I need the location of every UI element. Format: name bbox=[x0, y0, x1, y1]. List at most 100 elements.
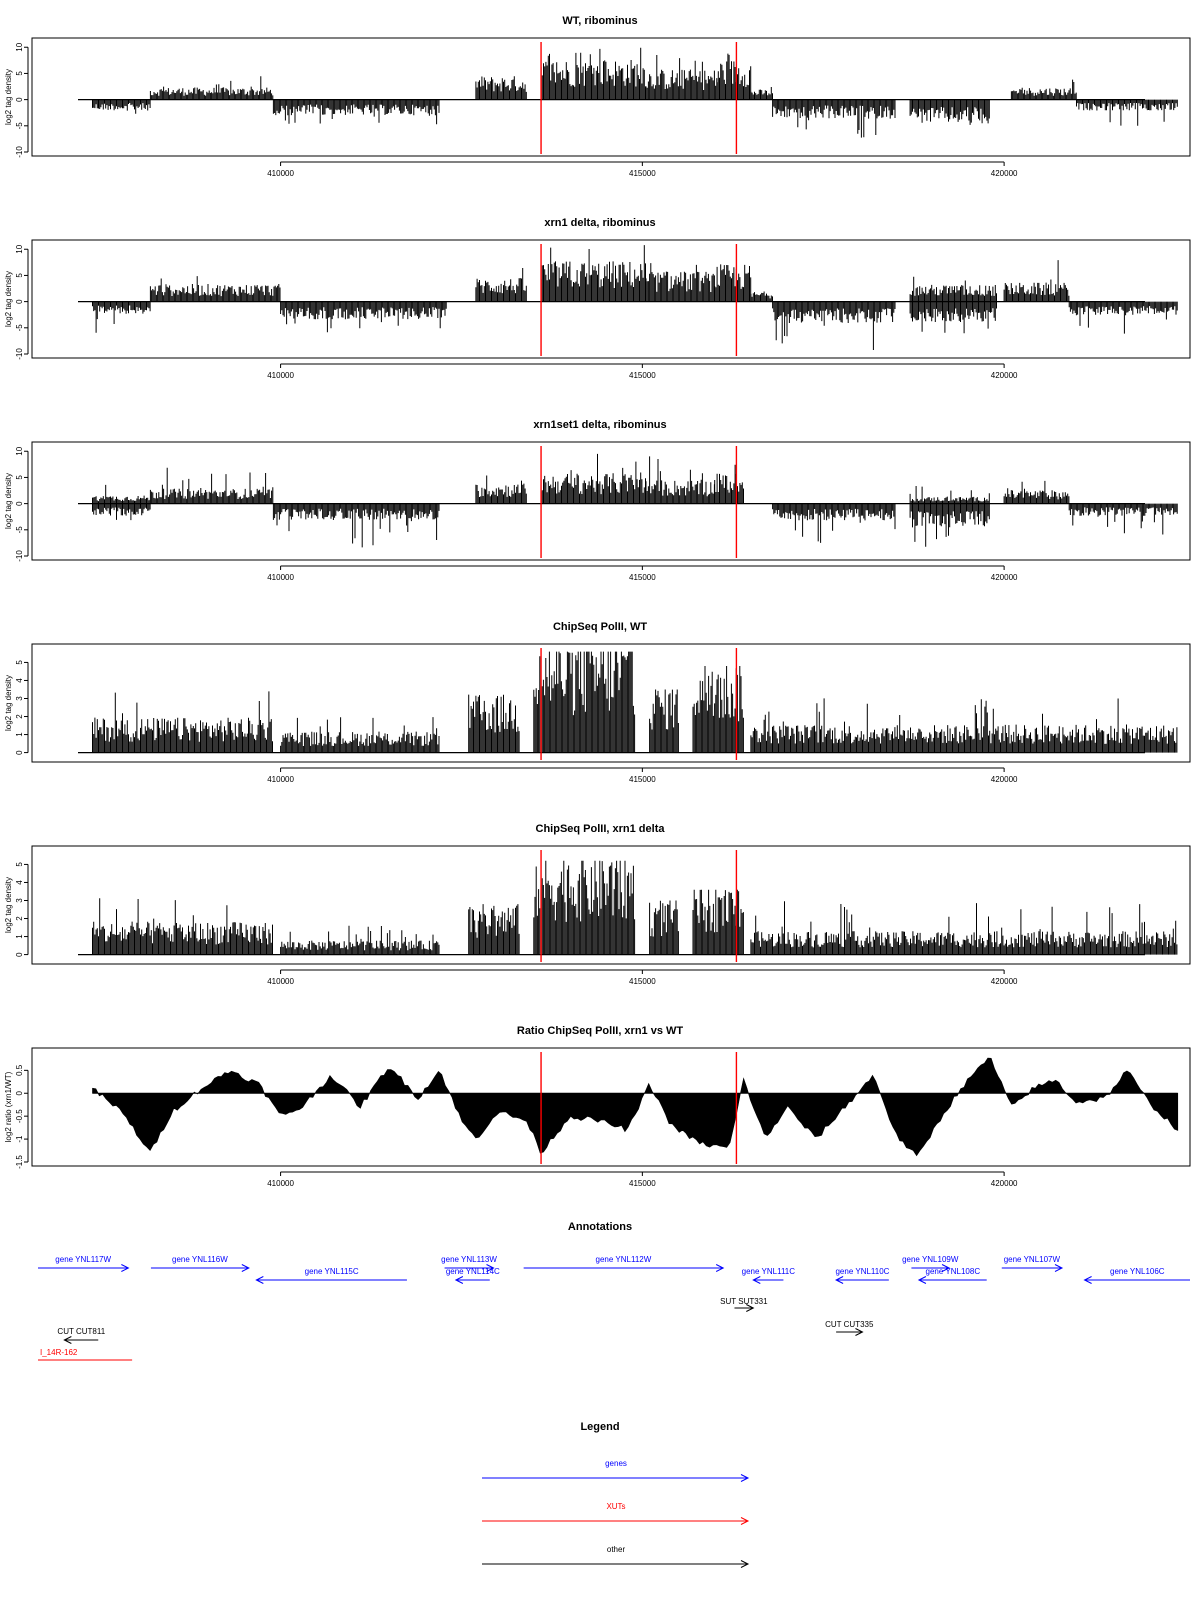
ratio-area bbox=[92, 1057, 1179, 1157]
y-axis: 0 1 2 3 4 5 log2 tag density bbox=[4, 862, 29, 957]
legend-title: Legend bbox=[580, 1421, 619, 1433]
x-tick-label: 415000 bbox=[629, 371, 656, 380]
panel-3: xrn1set1 delta, ribominus -10 -5 0 5 10 log2 t… bbox=[4, 419, 1191, 582]
panel-title: xrn1 delta, ribominus bbox=[544, 217, 655, 229]
y-tick-label: 0 bbox=[15, 1090, 24, 1095]
y-tick-label: 4 bbox=[15, 880, 24, 885]
feature-i-14r-162[interactable]: I_14R-162 bbox=[38, 1348, 133, 1361]
signal-segment bbox=[540, 453, 646, 504]
x-axis: 410000 415000 420000 bbox=[267, 363, 1018, 380]
y-axis-label: log2 tag density bbox=[4, 473, 13, 529]
feature-gene-ynl113w[interactable]: gene YNL113W bbox=[441, 1255, 497, 1272]
feature-arrowhead bbox=[855, 1328, 864, 1336]
y-tick-label: 3 bbox=[15, 696, 24, 701]
x-axis: 410000 415000 420000 bbox=[267, 161, 1018, 178]
signal-segment bbox=[750, 87, 773, 100]
signal-segment bbox=[750, 291, 773, 302]
legend-item-genes: genes bbox=[482, 1459, 750, 1482]
y-tick-label: 5 bbox=[15, 71, 24, 76]
signal-segment bbox=[149, 276, 281, 302]
signal-segment bbox=[475, 475, 527, 504]
signal-segment bbox=[1003, 480, 1070, 504]
x-axis: 410000 415000 420000 bbox=[267, 1171, 1018, 1188]
y-tick-label: 0 bbox=[15, 952, 24, 957]
x-axis: 410000 415000 420000 bbox=[267, 969, 1018, 986]
signal-segment bbox=[909, 276, 997, 302]
feature-cut-cut335[interactable]: CUT CUT335 bbox=[825, 1320, 874, 1336]
plot-frame bbox=[31, 441, 1191, 561]
feature-gene-ynl115c[interactable]: gene YNL115C bbox=[255, 1267, 407, 1284]
feature-label: SUT SUT331 bbox=[720, 1297, 768, 1306]
feature-gene-ynl107w[interactable]: gene YNL107W bbox=[1001, 1255, 1064, 1272]
x-tick-label: 420000 bbox=[991, 573, 1018, 582]
signal-segment bbox=[692, 666, 744, 753]
y-tick-label: 0 bbox=[15, 299, 24, 304]
y-tick-label: 10 bbox=[15, 42, 24, 51]
signal-series bbox=[78, 47, 1178, 138]
signal-segment bbox=[717, 53, 752, 100]
x-tick-label: 415000 bbox=[629, 775, 656, 784]
signal-segment bbox=[540, 245, 646, 302]
signal-series bbox=[78, 860, 1178, 956]
y-tick-label: 2 bbox=[15, 916, 24, 921]
x-tick-label: 420000 bbox=[991, 977, 1018, 986]
y-tick-label: 0 bbox=[15, 750, 24, 755]
signal-segment bbox=[649, 689, 679, 753]
signal-segment bbox=[645, 55, 719, 100]
legend: Legend genes XUTs other bbox=[482, 1421, 750, 1568]
signal-segment bbox=[772, 99, 896, 138]
signal-segment bbox=[909, 486, 990, 504]
signal-segment bbox=[645, 456, 715, 504]
x-tick-label: 410000 bbox=[267, 573, 294, 582]
signal-segment bbox=[649, 900, 679, 955]
feature-gene-ynl109w[interactable]: gene YNL109W bbox=[902, 1255, 959, 1272]
signal-segment bbox=[533, 651, 636, 753]
plot-frame bbox=[31, 643, 1191, 763]
signal-segment bbox=[772, 301, 896, 350]
y-tick-label: 1 bbox=[15, 934, 24, 939]
y-tick-label: 0 bbox=[15, 501, 24, 506]
feature-gene-ynl110c[interactable]: gene YNL110C bbox=[834, 1267, 890, 1284]
x-tick-label: 420000 bbox=[991, 371, 1018, 380]
feature-arrowhead bbox=[1054, 1264, 1064, 1272]
y-tick-label: -5 bbox=[15, 324, 24, 332]
y-tick-label: -10 bbox=[15, 348, 24, 360]
signal-segment bbox=[149, 76, 274, 100]
feature-gene-ynl112w[interactable]: gene YNL112W bbox=[523, 1255, 725, 1272]
plot-frame bbox=[31, 37, 1191, 157]
feature-label: gene YNL112W bbox=[596, 1255, 652, 1264]
feature-arrowhead bbox=[715, 1264, 725, 1272]
signal-segment bbox=[1076, 99, 1178, 126]
panel-title: ChipSeq PolII, xrn1 delta bbox=[536, 823, 666, 835]
x-tick-label: 410000 bbox=[267, 1179, 294, 1188]
feature-gene-ynl114c[interactable]: gene YNL114C bbox=[446, 1267, 500, 1284]
legend-arrowhead bbox=[740, 1517, 750, 1525]
signal-segment bbox=[772, 503, 896, 543]
feature-gene-ynl106c[interactable]: gene YNL106C bbox=[1083, 1267, 1190, 1284]
feature-label: gene YNL107W bbox=[1004, 1255, 1061, 1264]
feature-arrowhead bbox=[121, 1264, 130, 1272]
panel-6: Ratio ChipSeq PolII, xrn1 vs WT -1.5 -1 -0.… bbox=[4, 1025, 1191, 1188]
plot-frame bbox=[31, 239, 1191, 359]
feature-gene-ynl117w[interactable]: gene YNL117W bbox=[38, 1255, 130, 1272]
feature-arrowhead bbox=[941, 1264, 951, 1272]
feature-sut-sut331[interactable]: SUT SUT331 bbox=[720, 1297, 768, 1312]
x-tick-label: 410000 bbox=[267, 169, 294, 178]
signal-segment bbox=[750, 901, 1178, 955]
signal-segment bbox=[92, 301, 151, 333]
feature-arrowhead bbox=[63, 1336, 72, 1344]
x-tick-label: 415000 bbox=[629, 169, 656, 178]
y-tick-label: -1 bbox=[15, 1135, 24, 1143]
x-tick-label: 415000 bbox=[629, 1179, 656, 1188]
feature-gene-ynl108c[interactable]: gene YNL108C bbox=[917, 1267, 987, 1284]
signal-segment bbox=[280, 925, 440, 955]
feature-gene-ynl116w[interactable]: gene YNL116W bbox=[150, 1255, 250, 1272]
y-tick-label: -1.5 bbox=[15, 1155, 24, 1169]
feature-label: CUT CUT335 bbox=[825, 1320, 874, 1329]
feature-cut-cut811[interactable]: CUT CUT811 bbox=[57, 1327, 106, 1344]
y-tick-label: -5 bbox=[15, 122, 24, 130]
signal-segment bbox=[92, 691, 273, 753]
feature-gene-ynl111c[interactable]: gene YNL111C bbox=[742, 1267, 796, 1284]
